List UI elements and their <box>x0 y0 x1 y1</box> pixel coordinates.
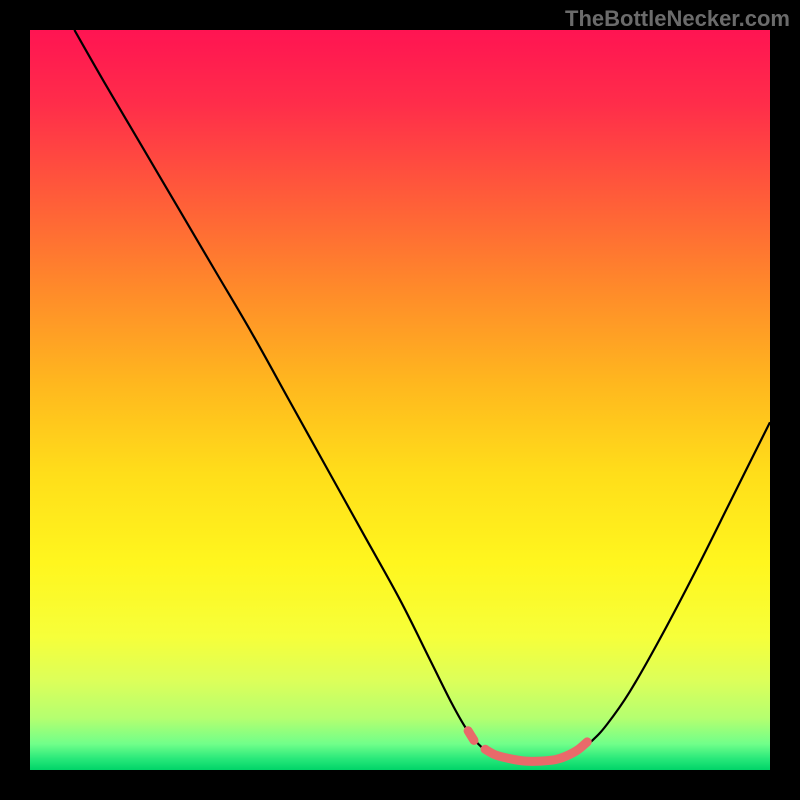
gradient-background <box>30 30 770 770</box>
plot-svg <box>30 30 770 770</box>
watermark-text: TheBottleNecker.com <box>565 6 790 32</box>
chart-container: TheBottleNecker.com <box>0 0 800 800</box>
plot-area <box>30 30 770 770</box>
highlight-segment-0 <box>468 731 474 741</box>
